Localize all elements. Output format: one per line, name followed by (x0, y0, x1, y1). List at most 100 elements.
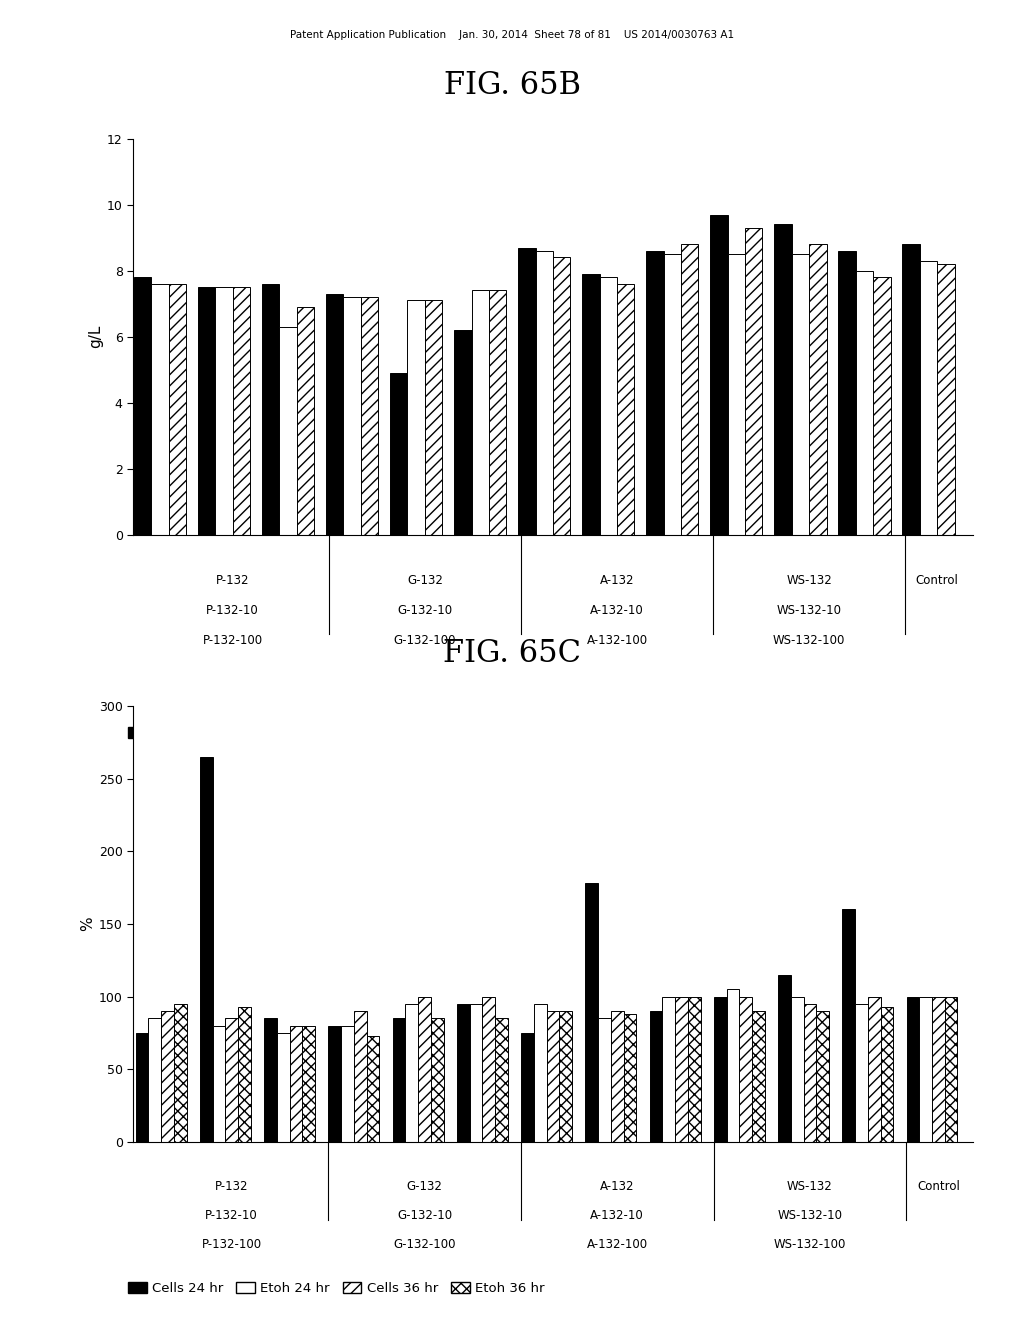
Text: WS-132-10: WS-132-10 (777, 1209, 843, 1221)
Bar (431, 1019, 443, 1142)
Text: P-132-10: P-132-10 (207, 605, 259, 616)
Bar (873, 277, 891, 535)
Bar (739, 997, 752, 1142)
Text: Patent Application Publication    Jan. 30, 2014  Sheet 78 of 81    US 2014/00307: Patent Application Publication Jan. 30, … (290, 30, 734, 41)
Bar (354, 1011, 367, 1142)
Bar (406, 1003, 418, 1142)
Bar (534, 1003, 547, 1142)
Text: G-132-100: G-132-100 (393, 1238, 456, 1250)
Bar (920, 997, 932, 1142)
Bar (745, 227, 763, 535)
Bar (326, 294, 343, 535)
Bar (297, 306, 314, 535)
Text: A-132: A-132 (600, 574, 634, 587)
Y-axis label: %: % (80, 916, 94, 932)
Bar (232, 286, 250, 535)
Bar (536, 251, 553, 535)
Bar (425, 300, 442, 535)
Bar (136, 1032, 148, 1142)
Bar (809, 244, 826, 535)
Text: G-132: G-132 (407, 574, 442, 587)
Bar (688, 997, 700, 1142)
Bar (920, 260, 937, 535)
Text: P-132-100: P-132-100 (203, 634, 263, 647)
Bar (906, 997, 920, 1142)
Bar (264, 1019, 276, 1142)
Bar (856, 271, 873, 535)
Text: FIG. 65C: FIG. 65C (443, 638, 581, 669)
Bar (902, 244, 920, 535)
Bar (239, 1007, 251, 1142)
Bar (169, 284, 186, 535)
Bar (649, 1011, 663, 1142)
Text: G-132: G-132 (407, 1180, 442, 1192)
Bar (583, 275, 600, 535)
Bar (213, 1026, 225, 1142)
Bar (881, 1007, 893, 1142)
Bar (134, 277, 152, 535)
Bar (598, 1019, 611, 1142)
Bar (152, 284, 169, 535)
Bar (611, 1011, 624, 1142)
Bar (276, 1032, 290, 1142)
Text: WS-132: WS-132 (786, 574, 833, 587)
Bar (329, 1026, 341, 1142)
Bar (341, 1026, 354, 1142)
Bar (714, 997, 727, 1142)
Bar (280, 327, 297, 535)
Bar (791, 997, 804, 1142)
Bar (215, 286, 232, 535)
Bar (482, 997, 495, 1142)
Bar (521, 1032, 534, 1142)
Bar (161, 1011, 174, 1142)
Bar (600, 277, 617, 535)
Bar (471, 290, 488, 535)
Legend: Z 24 Etoh (g/L), Z 30 Etoh (g/L), Z 36 Etoh (g/L): Z 24 Etoh (g/L), Z 30 Etoh (g/L), Z 36 E… (123, 722, 535, 746)
Legend: Cells 24 hr, Etoh 24 hr, Cells 36 hr, Etoh 36 hr: Cells 24 hr, Etoh 24 hr, Cells 36 hr, Et… (123, 1278, 550, 1300)
Text: P-132: P-132 (215, 1180, 249, 1192)
Text: P-132-10: P-132-10 (206, 1209, 258, 1221)
Bar (198, 286, 215, 535)
Bar (495, 1019, 508, 1142)
Bar (646, 251, 664, 535)
Bar (360, 297, 378, 535)
Text: Control: Control (918, 1180, 959, 1192)
Text: WS-132: WS-132 (787, 1180, 833, 1192)
Bar (839, 251, 856, 535)
Bar (664, 253, 681, 535)
Text: WS-132-100: WS-132-100 (774, 1238, 846, 1250)
Text: G-132-100: G-132-100 (393, 634, 456, 647)
Text: FIG. 65B: FIG. 65B (443, 70, 581, 102)
Bar (816, 1011, 829, 1142)
Bar (262, 284, 280, 535)
Bar (728, 253, 745, 535)
Bar (937, 264, 954, 535)
Text: A-132-10: A-132-10 (590, 1209, 644, 1221)
Bar (547, 1011, 559, 1142)
Text: WS-132-100: WS-132-100 (773, 634, 846, 647)
Bar (868, 997, 881, 1142)
Bar (681, 244, 698, 535)
Bar (390, 372, 408, 535)
Bar (774, 224, 792, 535)
Bar (290, 1026, 302, 1142)
Bar (225, 1019, 239, 1142)
Bar (148, 1019, 161, 1142)
Bar (804, 1003, 816, 1142)
Text: G-132-10: G-132-10 (397, 605, 453, 616)
Text: A-132-100: A-132-100 (587, 1238, 648, 1250)
Text: A-132-10: A-132-10 (590, 605, 644, 616)
Bar (559, 1011, 572, 1142)
Bar (518, 248, 536, 535)
Bar (457, 1003, 470, 1142)
Bar (711, 214, 728, 535)
Bar (418, 997, 431, 1142)
Bar (727, 990, 739, 1142)
Bar (488, 290, 506, 535)
Bar (302, 1026, 315, 1142)
Bar (200, 758, 213, 1142)
Bar (343, 297, 360, 535)
Bar (408, 300, 425, 535)
Text: A-132-100: A-132-100 (587, 634, 647, 647)
Bar (752, 1011, 765, 1142)
